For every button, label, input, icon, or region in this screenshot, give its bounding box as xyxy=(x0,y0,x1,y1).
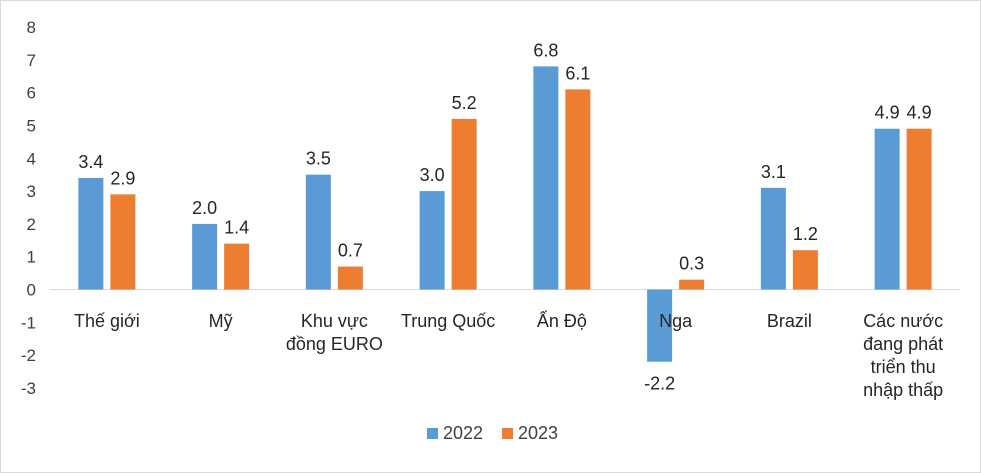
y-tick-label: 5 xyxy=(27,116,36,135)
legend-swatch-2023 xyxy=(502,428,513,439)
data-label-2023-4: 6.1 xyxy=(565,63,590,83)
category-label: Nga xyxy=(659,311,693,331)
category-label: Trung Quốc xyxy=(401,311,495,331)
bar-2022-5 xyxy=(647,289,673,362)
data-label-2022-5: -2.2 xyxy=(644,374,675,394)
y-tick-label: -1 xyxy=(21,313,36,332)
data-label-2022-7: 4.9 xyxy=(875,103,900,123)
bar-2023-7 xyxy=(906,128,932,290)
y-tick-label: -2 xyxy=(21,346,36,365)
data-labels: 3.4 2.9 2.0 1.4 3.5 0.7 3.0 5.2 6.8 6.1 -2.2 0.3 3.1… xyxy=(78,40,931,393)
data-label-2023-3: 5.2 xyxy=(452,93,477,113)
bar-2023-6 xyxy=(792,250,818,290)
data-label-2022-1: 2.0 xyxy=(192,198,217,218)
category-label: Ấn Độ xyxy=(537,310,587,331)
data-label-2023-5: 0.3 xyxy=(679,254,704,274)
bar-2023-5 xyxy=(679,279,705,290)
category-label: Các nước đang phát triển thu nhập thấp xyxy=(863,311,943,400)
x-axis: Thế giới Mỹ Khu vực đồng EURO Trung Quốc Ấn Đ… xyxy=(74,310,943,400)
bar-2022-7 xyxy=(874,128,900,290)
data-label-2022-2: 3.5 xyxy=(306,149,331,169)
y-tick-label: 4 xyxy=(27,149,36,168)
y-tick-label: 0 xyxy=(27,281,36,300)
category-label: Brazil xyxy=(767,311,812,331)
data-label-2022-6: 3.1 xyxy=(761,162,786,182)
bar-2023-4 xyxy=(565,89,591,290)
y-tick-label: 3 xyxy=(27,182,36,201)
data-label-2023-6: 1.2 xyxy=(793,224,818,244)
bar-2023-2 xyxy=(337,266,363,290)
bars xyxy=(78,66,932,362)
y-tick-label: 7 xyxy=(27,51,36,70)
bar-2023-1 xyxy=(224,243,250,290)
y-axis: -3 -2 -1 0 1 2 3 4 5 6 7 8 xyxy=(21,18,960,398)
category-label: Khu vực đồng EURO xyxy=(286,311,383,354)
data-label-2023-2: 0.7 xyxy=(338,241,363,261)
bar-2023-0 xyxy=(110,194,136,290)
category-label: Mỹ xyxy=(209,311,233,331)
bar-2023-3 xyxy=(451,118,477,290)
y-tick-label: 8 xyxy=(27,18,36,37)
data-label-2022-3: 3.0 xyxy=(420,165,445,185)
category-label: Thế giới xyxy=(74,311,140,331)
bar-2022-3 xyxy=(419,191,445,290)
data-label-2022-4: 6.8 xyxy=(533,40,558,60)
data-label-2023-7: 4.9 xyxy=(907,103,932,123)
data-label-2022-0: 3.4 xyxy=(78,152,103,172)
y-tick-label: 1 xyxy=(27,248,36,267)
data-label-2023-1: 1.4 xyxy=(224,218,249,238)
bar-2022-6 xyxy=(760,187,786,290)
legend-label-2022: 2022 xyxy=(443,423,483,443)
y-tick-label: -3 xyxy=(21,379,36,398)
legend-swatch-2022 xyxy=(427,428,438,439)
legend-label-2023: 2023 xyxy=(518,423,558,443)
y-tick-label: 2 xyxy=(27,215,36,234)
bar-2022-1 xyxy=(192,223,218,290)
y-tick-label: 6 xyxy=(27,84,36,103)
bar-2022-0 xyxy=(78,177,104,290)
legend: 2022 2023 xyxy=(427,423,558,443)
data-label-2023-0: 2.9 xyxy=(110,168,135,188)
bar-2022-2 xyxy=(305,174,331,290)
bar-2022-4 xyxy=(533,66,559,290)
